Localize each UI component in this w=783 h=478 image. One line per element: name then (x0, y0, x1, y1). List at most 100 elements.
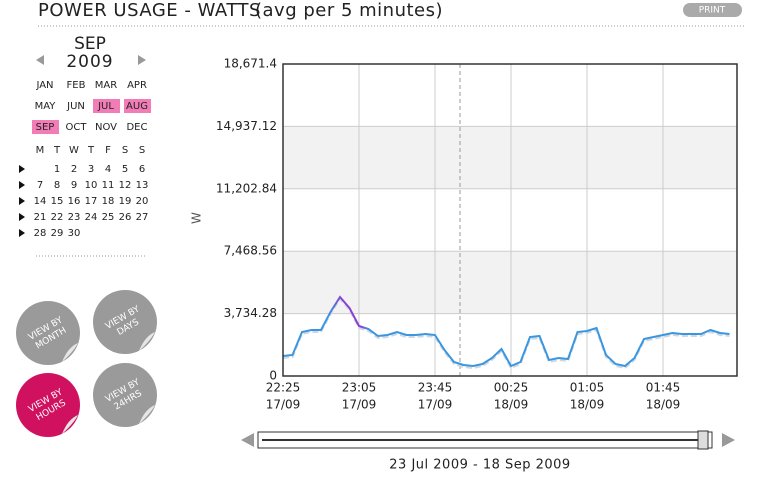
day-label[interactable]: 22 (51, 212, 64, 223)
x-tick-label: 23:05 (342, 381, 377, 395)
month-label[interactable]: APR (127, 80, 147, 91)
month-label[interactable]: FEB (67, 80, 86, 91)
title: POWER USAGE - WATTS (38, 0, 261, 21)
weekday-label: W (69, 145, 79, 156)
day-label[interactable]: 23 (68, 212, 81, 223)
month-label[interactable]: JAN (35, 80, 53, 91)
month-label[interactable]: SEP (36, 122, 55, 133)
day-label[interactable]: 5 (122, 164, 128, 175)
week-arrow[interactable] (19, 213, 25, 221)
day-label[interactable]: 3 (88, 164, 94, 175)
calendar-month: SEP (74, 34, 106, 54)
grid-band (283, 126, 737, 189)
day-label[interactable]: 30 (68, 228, 81, 239)
x-tick-label: 18/09 (646, 398, 681, 412)
month-label[interactable]: MAR (95, 80, 117, 91)
y-tick-label: 11,202.84 (216, 181, 277, 195)
month-label[interactable]: MAY (35, 101, 57, 112)
day-label[interactable]: 16 (68, 196, 81, 207)
x-tick-label: 00:25 (494, 381, 529, 395)
x-tick-label: 22:25 (266, 381, 301, 395)
x-tick-label: 18/09 (570, 398, 605, 412)
day-label[interactable]: 7 (37, 180, 43, 191)
x-tick-label: 17/09 (266, 398, 301, 412)
month-highlight (93, 99, 120, 113)
week-arrow[interactable] (19, 165, 25, 173)
month-label[interactable]: OCT (66, 122, 88, 133)
weekday-label: F (105, 145, 111, 156)
day-label[interactable]: 10 (85, 180, 98, 191)
day-label[interactable]: 26 (119, 212, 132, 223)
month-label[interactable]: NOV (95, 122, 117, 133)
print-label[interactable]: PRINT (699, 6, 726, 16)
x-tick-label: 17/09 (342, 398, 377, 412)
day-label[interactable]: 2 (71, 164, 77, 175)
subtitle: (avg per 5 minutes) (255, 0, 443, 21)
next-arrow[interactable] (138, 55, 146, 65)
view-button[interactable] (16, 373, 80, 437)
slider-right[interactable] (722, 433, 735, 447)
slider-handle[interactable] (697, 430, 709, 450)
day-label[interactable]: 9 (71, 180, 77, 191)
week-arrow[interactable] (19, 197, 25, 205)
day-label[interactable]: 28 (34, 228, 47, 239)
day-label[interactable]: 11 (102, 180, 115, 191)
day-label[interactable]: 19 (119, 196, 132, 207)
day-label[interactable]: 13 (136, 180, 149, 191)
slider-left[interactable] (241, 433, 254, 447)
print-button[interactable] (683, 3, 742, 17)
grid-band (283, 251, 737, 314)
x-tick-label: 01:45 (646, 381, 681, 395)
y-tick-label: 0 (269, 369, 277, 383)
button-curl (139, 405, 155, 424)
week-arrow[interactable] (19, 229, 25, 237)
button-curl (62, 415, 78, 434)
button-curl (62, 343, 78, 362)
prev-arrow[interactable] (36, 55, 44, 65)
day-label[interactable]: 1 (54, 164, 60, 175)
x-tick-label: 01:05 (570, 381, 605, 395)
day-label[interactable]: 12 (119, 180, 132, 191)
day-label[interactable]: 24 (85, 212, 98, 223)
day-label[interactable]: 17 (85, 196, 98, 207)
day-label[interactable]: 14 (34, 196, 47, 207)
day-label[interactable]: 21 (34, 212, 47, 223)
day-label[interactable]: 27 (136, 212, 149, 223)
weekday-label: T (53, 145, 61, 156)
y-tick-label: 18,671.4 (224, 57, 277, 71)
range-label: 23 Jul 2009 - 18 Sep 2009 (389, 458, 570, 473)
month-label[interactable]: DEC (126, 122, 147, 133)
day-label[interactable]: 6 (139, 164, 145, 175)
month-label[interactable]: JUL (97, 101, 114, 112)
y-tick-label: 7,468.56 (224, 244, 277, 258)
plot-background (283, 64, 737, 376)
x-tick-label: 23:45 (418, 381, 453, 395)
day-label[interactable]: 29 (51, 228, 64, 239)
y-tick-label: 14,937.12 (216, 119, 277, 133)
day-label[interactable]: 8 (54, 180, 60, 191)
weekday-label: S (122, 145, 128, 156)
day-label[interactable]: 18 (102, 196, 115, 207)
week-arrow[interactable] (19, 181, 25, 189)
data-line (282, 295, 730, 368)
month-highlight (124, 99, 151, 113)
day-label[interactable]: 25 (102, 212, 115, 223)
day-label[interactable]: 15 (51, 196, 64, 207)
view-button[interactable] (93, 290, 157, 354)
month-label[interactable]: JUN (66, 101, 85, 112)
y-tick-label: 3,734.28 (224, 306, 277, 320)
calendar-year: 2009 (66, 52, 113, 72)
view-button[interactable] (16, 301, 80, 365)
plot-border (282, 63, 738, 377)
x-tick-label: 17/09 (418, 398, 453, 412)
view-button[interactable] (93, 363, 157, 427)
weekday-label: T (87, 145, 95, 156)
day-label[interactable]: 4 (105, 164, 111, 175)
weekday-label: M (36, 145, 45, 156)
weekday-label: S (139, 145, 145, 156)
month-label[interactable]: AUG (126, 101, 148, 112)
day-label[interactable]: 20 (136, 196, 149, 207)
y-axis-label: W (190, 212, 204, 224)
x-tick-label: 18/09 (494, 398, 529, 412)
